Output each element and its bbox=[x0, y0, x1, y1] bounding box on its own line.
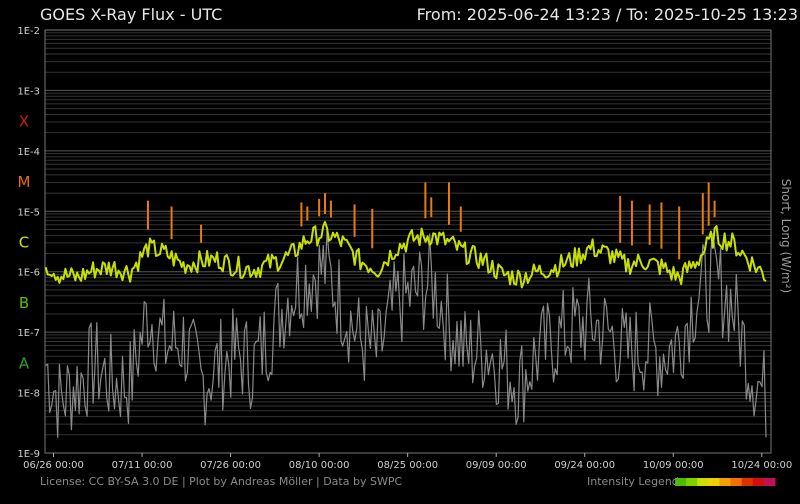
x-tick-label: 09/09 00:00 bbox=[466, 460, 527, 471]
legend-swatch bbox=[730, 478, 743, 486]
flare-class-C: C bbox=[19, 234, 29, 252]
y-axis-label: Short, Long (W/m²) bbox=[779, 179, 793, 293]
legend-swatch bbox=[708, 478, 720, 486]
y-tick-label: 1E-2 bbox=[17, 26, 40, 37]
series-short-line bbox=[45, 229, 767, 438]
legend-swatch bbox=[741, 478, 754, 486]
legend-swatch bbox=[719, 478, 732, 486]
license-text: License: CC BY-SA 3.0 DE | Plot by Andre… bbox=[40, 475, 402, 488]
legend-swatch bbox=[686, 478, 698, 486]
y-tick-label: 1E-3 bbox=[17, 86, 40, 97]
x-tick-label: 10/24 00:00 bbox=[731, 460, 792, 471]
y-tick-label: 1E-4 bbox=[17, 147, 40, 158]
series-layer bbox=[44, 182, 767, 438]
y-axis: 1E-2 1E-3 1E-4 1E-5 1E-6 1E-7 1E-8 1E-9 bbox=[17, 26, 40, 460]
intensity-legend-label: Intensity Legend bbox=[587, 475, 679, 488]
flare-class-A: A bbox=[19, 354, 30, 372]
x-tick-label: 08/10 00:00 bbox=[289, 460, 350, 471]
flare-class-M: M bbox=[18, 173, 31, 191]
x-tick-label: 06/26 00:00 bbox=[23, 460, 84, 471]
chart-title: GOES X-Ray Flux - UTC bbox=[40, 5, 222, 24]
intensity-legend bbox=[675, 478, 776, 486]
flare-class-B: B bbox=[19, 294, 29, 312]
series-long-line bbox=[44, 221, 767, 289]
x-tick-label: 10/09 00:00 bbox=[643, 460, 704, 471]
legend-swatch bbox=[675, 478, 687, 486]
y-tick-label: 1E-6 bbox=[17, 268, 40, 279]
y-tick-label: 1E-7 bbox=[17, 328, 40, 339]
y-tick-label: 1E-9 bbox=[17, 449, 40, 460]
x-axis: 06/26 00:00 07/11 00:00 07/26 00:00 08/10 0… bbox=[23, 453, 792, 471]
flare-class-X: X bbox=[19, 113, 29, 131]
x-tick-label: 09/24 00:00 bbox=[554, 460, 615, 471]
x-tick-label: 08/25 00:00 bbox=[377, 460, 438, 471]
date-range: From: 2025-06-24 13:23 / To: 2025-10-25 … bbox=[417, 5, 798, 24]
flare-class-labels: X M C B A bbox=[18, 113, 31, 373]
x-tick-label: 07/26 00:00 bbox=[200, 460, 261, 471]
x-tick-label: 07/11 00:00 bbox=[112, 460, 173, 471]
y-tick-label: 1E-8 bbox=[17, 389, 40, 400]
y-tick-label: 1E-5 bbox=[17, 207, 40, 218]
legend-swatch bbox=[752, 478, 765, 486]
legend-swatch bbox=[697, 478, 709, 486]
legend-swatch bbox=[763, 478, 776, 486]
